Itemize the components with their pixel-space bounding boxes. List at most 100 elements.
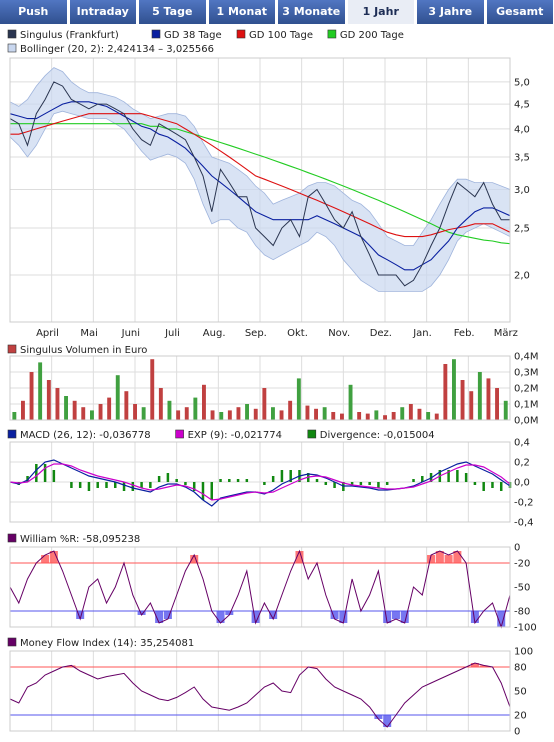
william-y-tick: -100 (514, 623, 537, 634)
tab-intraday[interactable]: Intraday (69, 0, 137, 24)
volume-bar (141, 407, 146, 420)
legend-entry: Divergence: -0,015004 (320, 430, 435, 441)
volume-panel-frame (9, 355, 511, 421)
legend-entry: GD 200 Tage (340, 30, 404, 41)
volume-bar (98, 404, 103, 420)
volume-bar (202, 384, 206, 420)
volume-bar (124, 391, 129, 420)
macd-y-tick: 0,0 (514, 478, 530, 489)
volume-title: Singulus Volumen in Euro (20, 345, 147, 356)
tab-1-monat[interactable]: 1 Monat (208, 0, 276, 24)
macd-y-tick: 0,4 (514, 438, 530, 449)
volume-bar (495, 388, 499, 420)
volume-bar (322, 407, 327, 420)
legend-swatch (7, 43, 17, 53)
tab-3-jahre[interactable]: 3 Jahre (417, 0, 485, 24)
legend-entry: EXP (9): -0,021774 (188, 430, 282, 441)
william-y-tick: -20 (514, 559, 530, 570)
mfi-y-tick: 20 (514, 711, 527, 722)
volume-bar (115, 375, 120, 420)
william-panel-frame (9, 546, 511, 628)
chart-svg: Singulus (Frankfurt) GD 38 Tage GD 100 Tag… (7, 29, 539, 738)
mfi-y-tick: 50 (514, 687, 527, 698)
mfi-y-tick: 80 (514, 663, 527, 674)
price-y-tick: 5,0 (514, 77, 530, 88)
volume-bar (340, 413, 344, 420)
volume-bar (443, 364, 448, 420)
x-tick-label: Juni (121, 328, 140, 339)
volume-bar (460, 380, 465, 420)
legend-entry: Singulus (Frankfurt) (20, 30, 119, 41)
volume-bar (150, 359, 155, 420)
legend-swatch (151, 29, 161, 39)
volume-bar (383, 415, 387, 420)
legend-swatch (175, 429, 184, 439)
x-tick-label: Dez. (370, 328, 392, 339)
price-panel-frame (9, 57, 511, 323)
price-y-tick: 3,0 (514, 185, 530, 196)
price-y-tick: 4,0 (514, 124, 530, 135)
legend-swatch (7, 429, 17, 439)
volume-bar (21, 400, 25, 420)
overbought-fill (435, 551, 444, 563)
macd-y-tick: 0,2 (514, 458, 530, 469)
tab-gesamt[interactable]: Gesamt (486, 0, 554, 24)
volume-bar (314, 408, 318, 420)
series-sma38 (9, 101, 511, 271)
oversold-fill (76, 611, 85, 619)
volume-bar (193, 397, 198, 420)
volume-bar (391, 412, 396, 420)
volume-bar (279, 410, 284, 420)
series-sma100 (10, 113, 511, 238)
overbought-fill (444, 555, 453, 563)
overbought-fill (49, 551, 58, 563)
volume-bar (408, 404, 413, 420)
legend-entry: GD 38 Tage (164, 30, 222, 41)
tab-push[interactable]: Push (0, 0, 68, 24)
volume-bar (12, 412, 17, 420)
legend-entry: MACD (26, 12): -0,036778 (20, 430, 151, 441)
volume-y-tick: 0,0M (514, 416, 539, 427)
volume-bar (296, 378, 301, 420)
volume-bar (90, 410, 94, 420)
volume-bar (253, 408, 258, 420)
volume-bar (374, 410, 379, 420)
tab-1-jahr[interactable]: 1 Jahr (347, 0, 415, 24)
overbought-fill (41, 555, 50, 563)
legend-swatch (236, 29, 246, 39)
volume-bar (477, 372, 482, 420)
oversold-fill (163, 611, 172, 619)
legend-entry: William %R: -58,095238 (20, 534, 140, 545)
volume-y-tick: 0,4M (514, 352, 539, 363)
volume-bar (81, 407, 86, 420)
volume-bar (219, 412, 224, 420)
oversold-fill (155, 611, 164, 623)
william-y-tick: -80 (514, 607, 530, 618)
volume-bar (357, 412, 362, 420)
x-tick-label: Sep. (245, 328, 267, 339)
macd-y-tick: -0,4 (514, 518, 534, 529)
x-tick-label: Feb. (454, 328, 475, 339)
tab-3-monate[interactable]: 3 Monate (278, 0, 346, 24)
legend-swatch (7, 29, 17, 39)
overbought-fill (470, 663, 479, 667)
x-tick-label: April (36, 328, 59, 339)
legend-entry: Money Flow Index (14): 35,254081 (20, 638, 194, 649)
volume-bar (245, 404, 249, 420)
volume-bar (46, 380, 51, 420)
x-tick-label: Mai (80, 328, 98, 339)
series-mfi (9, 662, 511, 728)
series-price (9, 81, 510, 287)
oversold-fill (330, 611, 339, 619)
volume-bar (271, 407, 275, 420)
tab-5-tage[interactable]: 5 Tage (139, 0, 207, 24)
legend-entry: Bollinger (20, 2): 2,424134 – 3,025566 (20, 44, 214, 55)
volume-bar (469, 391, 474, 420)
volume-bar (452, 359, 456, 420)
oversold-fill (216, 611, 225, 623)
oversold-fill (383, 611, 392, 623)
price-y-tick: 2,5 (514, 223, 530, 234)
overbought-fill (453, 551, 462, 563)
oversold-fill (391, 611, 400, 619)
legend-entry: GD 100 Tage (249, 30, 313, 41)
